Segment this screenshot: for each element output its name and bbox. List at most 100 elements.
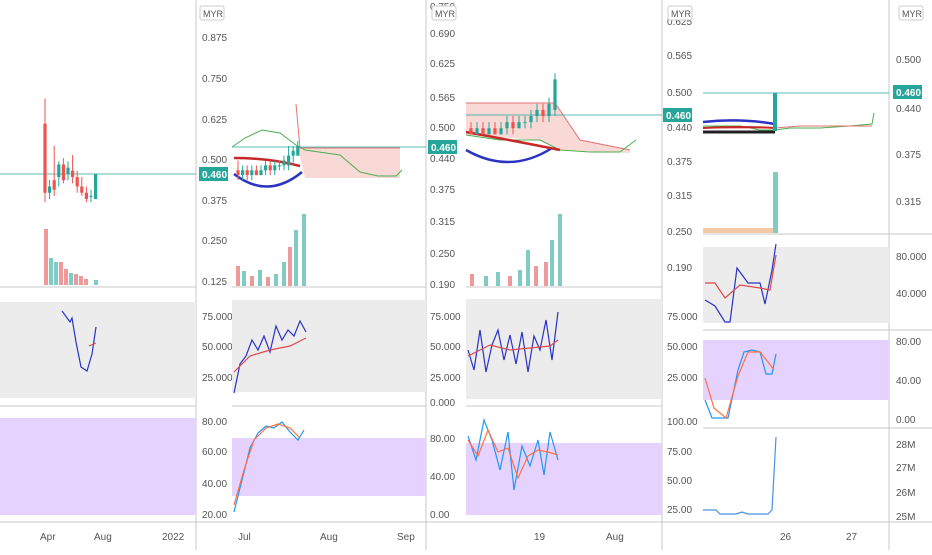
- candle-body: [250, 170, 254, 176]
- volume-bars-1: [44, 229, 98, 285]
- volume-line-4: [703, 436, 777, 515]
- svg-text:0.500: 0.500: [430, 123, 455, 134]
- last-price-badge-3: [663, 108, 692, 122]
- svg-text:0.315: 0.315: [896, 197, 921, 208]
- currency-badge-icon[interactable]: MYR: [667, 5, 693, 21]
- candle-body: [529, 116, 533, 123]
- candle-body: [499, 128, 503, 135]
- stoch-d-3: [467, 428, 559, 480]
- svg-text:50.000: 50.000: [667, 342, 698, 353]
- candle-body: [511, 122, 515, 129]
- currency-badge-icon[interactable]: MYR: [431, 5, 457, 21]
- svg-text:27M: 27M: [896, 463, 915, 474]
- candle-body: [268, 165, 272, 171]
- svg-text:25.00: 25.00: [667, 505, 692, 516]
- svg-text:50.000: 50.000: [202, 342, 233, 353]
- rsi-signal-3: [467, 339, 559, 357]
- candle-body: [517, 122, 521, 129]
- candle-body: [282, 160, 286, 166]
- svg-text:40.00: 40.00: [430, 472, 455, 483]
- rsi-signal-1: [88, 342, 97, 347]
- price-axis-4: 0.500 0.440 0.375 0.315: [896, 55, 921, 208]
- rsi-line-1: [61, 310, 97, 372]
- candle-body: [241, 170, 245, 176]
- rsi-band-2: [232, 300, 426, 392]
- svg-text:75.000: 75.000: [667, 312, 698, 323]
- last-price-badge-4: [893, 85, 922, 99]
- rsi-line-2: [233, 319, 307, 394]
- volume-bars-2: [236, 214, 306, 286]
- stoch-axis-4: 80.00 40.00 0.00: [896, 337, 921, 426]
- svg-text:0.000: 0.000: [430, 398, 455, 409]
- candles-2: [236, 141, 300, 180]
- candle-body: [80, 186, 84, 193]
- candle-body: [236, 170, 240, 176]
- svg-text:25.000: 25.000: [667, 373, 698, 384]
- currency-badge-icon[interactable]: MYR: [898, 5, 924, 21]
- svg-text:0.375: 0.375: [896, 150, 921, 161]
- time-axis-2: Jul Aug Sep: [238, 532, 415, 543]
- candle-body: [296, 145, 300, 156]
- svg-text:MYR: MYR: [671, 9, 692, 19]
- svg-text:20.00: 20.00: [202, 510, 227, 521]
- rsi-signal-2: [233, 337, 307, 373]
- last-price-label: 0.460: [666, 111, 691, 122]
- price-tick: 0.750: [202, 74, 227, 85]
- svg-text:40.00: 40.00: [896, 376, 921, 387]
- stoch-k-3: [467, 417, 559, 491]
- svg-text:0.250: 0.250: [430, 249, 455, 260]
- candles-3: [469, 73, 557, 135]
- svg-text:26: 26: [780, 532, 792, 543]
- candle-body: [66, 167, 70, 174]
- last-price-label: 0.460: [202, 170, 227, 181]
- svg-text:19: 19: [534, 532, 546, 543]
- rsi-line-4: [704, 243, 777, 323]
- svg-text:0.500: 0.500: [896, 55, 921, 66]
- svg-text:80.00: 80.00: [430, 434, 455, 445]
- svg-text:80.000: 80.000: [896, 252, 927, 263]
- rsi-signal-4: [705, 254, 777, 299]
- stoch-band-4: [703, 340, 889, 400]
- svg-text:Apr: Apr: [40, 532, 56, 543]
- candle-body: [277, 165, 281, 167]
- svg-text:0.315: 0.315: [430, 217, 455, 228]
- rsi-axis-1: 75.000 50.000 25.000: [202, 312, 233, 384]
- stoch-band-3: [466, 443, 662, 515]
- panel-3: 0.625 0.565 0.500 0.440 0.375 0.315 0.25…: [465, 5, 698, 543]
- candle-body: [481, 128, 485, 135]
- price-tick: 0.125: [202, 277, 227, 288]
- svg-text:25.000: 25.000: [202, 373, 233, 384]
- price-axis-3: 0.625 0.565 0.500 0.440 0.375 0.315 0.25…: [667, 17, 692, 274]
- svg-text:2022: 2022: [162, 532, 185, 543]
- cloud-span-b-3: [466, 102, 631, 151]
- svg-text:75.00: 75.00: [667, 447, 692, 458]
- svg-text:0.440: 0.440: [896, 104, 921, 115]
- candle-body: [89, 195, 93, 197]
- currency-badge-icon[interactable]: MYR: [199, 5, 225, 21]
- candle-body: [273, 165, 277, 171]
- candle-body: [84, 192, 88, 200]
- price-tick: 0.250: [202, 236, 227, 247]
- time-axis-3: 19 Aug: [534, 532, 624, 543]
- svg-text:0.190: 0.190: [430, 280, 455, 291]
- ma-curve-2: [233, 156, 301, 168]
- rsi-band-1: [0, 302, 196, 398]
- volume-axis-4: 28M 27M 26M 25M: [896, 440, 915, 523]
- svg-text:50.000: 50.000: [430, 342, 461, 353]
- stoch-axis-3: 100.00 75.00 50.00 25.00: [667, 417, 698, 516]
- svg-text:0.565: 0.565: [667, 51, 692, 62]
- svg-text:MYR: MYR: [435, 9, 456, 19]
- svg-text:27: 27: [846, 532, 858, 543]
- svg-text:0.00: 0.00: [896, 415, 916, 426]
- rsi-axis-3: 75.000 50.000 25.000: [667, 312, 698, 384]
- candle-body: [52, 180, 56, 190]
- cup-curve-2: [233, 171, 303, 188]
- candle-body: [43, 123, 47, 193]
- svg-text:Jul: Jul: [238, 532, 251, 543]
- svg-text:MYR: MYR: [203, 9, 224, 19]
- stoch-band-1: [0, 418, 196, 515]
- svg-text:40.00: 40.00: [202, 479, 227, 490]
- stoch-d-2: [233, 423, 301, 506]
